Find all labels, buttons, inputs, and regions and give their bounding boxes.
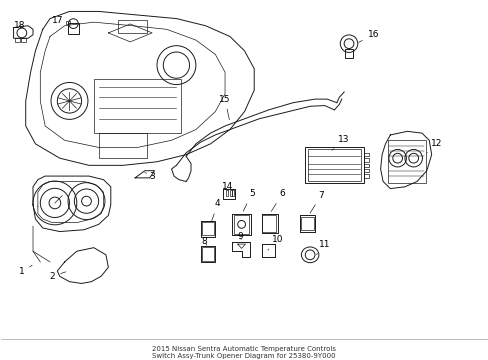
Text: 4: 4 xyxy=(211,199,220,222)
Text: 7: 7 xyxy=(309,190,324,213)
Bar xyxy=(225,190,227,196)
Bar xyxy=(229,190,232,196)
Text: 11: 11 xyxy=(316,240,330,255)
Text: 1: 1 xyxy=(19,265,32,276)
Text: 18: 18 xyxy=(14,21,25,30)
Bar xyxy=(68,23,79,33)
Bar xyxy=(94,80,181,133)
Bar xyxy=(363,163,369,167)
Bar xyxy=(307,149,361,181)
Bar xyxy=(363,169,369,172)
Text: 2015 Nissan Sentra Automatic Temperature Controls: 2015 Nissan Sentra Automatic Temperature… xyxy=(152,346,335,352)
Bar xyxy=(231,190,234,196)
Text: 15: 15 xyxy=(219,95,230,120)
Text: 9: 9 xyxy=(237,232,243,241)
Bar xyxy=(345,49,352,58)
Bar xyxy=(118,21,147,33)
Text: 17: 17 xyxy=(51,16,69,25)
Bar xyxy=(305,148,363,183)
Bar xyxy=(363,153,369,156)
Text: 6: 6 xyxy=(271,189,285,211)
Bar xyxy=(262,215,276,232)
Text: 3: 3 xyxy=(144,172,155,181)
Bar xyxy=(99,133,147,158)
Text: Switch Assy-Trunk Opener Diagram for 25380-9Y000: Switch Assy-Trunk Opener Diagram for 253… xyxy=(152,353,335,359)
Bar xyxy=(301,216,313,230)
Bar xyxy=(387,140,425,183)
Text: 10: 10 xyxy=(267,235,283,250)
Text: 8: 8 xyxy=(202,237,207,246)
Bar xyxy=(202,222,214,235)
Bar xyxy=(15,38,20,42)
Bar xyxy=(363,174,369,178)
Text: 13: 13 xyxy=(331,135,349,150)
Bar xyxy=(202,247,213,261)
Text: 14: 14 xyxy=(222,182,233,191)
Bar xyxy=(233,215,249,234)
Text: 2: 2 xyxy=(50,272,66,281)
Bar xyxy=(66,22,70,24)
Text: 5: 5 xyxy=(243,189,254,211)
Text: 16: 16 xyxy=(358,30,378,42)
Text: 12: 12 xyxy=(426,139,441,153)
Bar xyxy=(21,38,26,42)
Bar xyxy=(363,158,369,162)
